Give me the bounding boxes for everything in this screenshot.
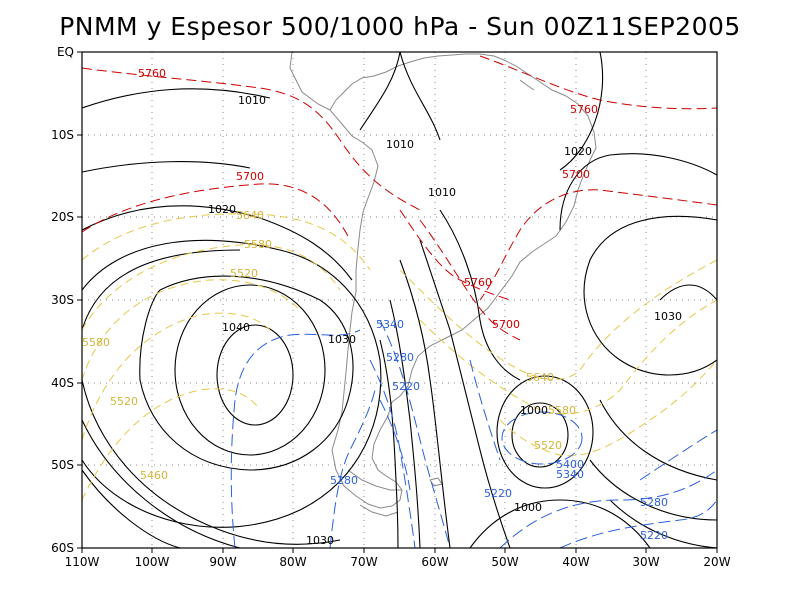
longitude-labels: 110W 100W 90W 80W 70W 60W 50W 40W 30W 20… bbox=[65, 555, 731, 569]
thickness-label: 5700 bbox=[236, 170, 264, 183]
lon-tick-label: 110W bbox=[65, 555, 100, 569]
isobar-label: 1020 bbox=[564, 145, 592, 158]
thickness-label: 5520 bbox=[230, 267, 258, 280]
lon-tick-label: 60W bbox=[421, 555, 448, 569]
thickness-label: 5340 bbox=[556, 468, 584, 481]
thickness-red-labels: 5760 5760 5700 5700 5760 5700 bbox=[138, 67, 598, 331]
thickness-label: 5280 bbox=[330, 474, 358, 487]
isobar-label: 1030 bbox=[306, 534, 334, 547]
thickness-label: 5580 bbox=[244, 238, 272, 251]
latitude-labels: EQ 10S 20S 30S 40S 50S 60S bbox=[51, 45, 74, 555]
lat-tick-label: EQ bbox=[57, 45, 74, 59]
thickness-label: 5640 bbox=[236, 209, 264, 222]
tick-marks bbox=[77, 51, 718, 553]
lon-tick-label: 20W bbox=[703, 555, 730, 569]
thickness-label: 5640 bbox=[526, 371, 554, 384]
thickness-blue-contours bbox=[230, 319, 717, 548]
thickness-label: 5700 bbox=[492, 318, 520, 331]
isobar-label: 1000 bbox=[520, 404, 548, 417]
thickness-blue-labels: 5340 5280 5220 5280 5220 5400 5340 5280 … bbox=[330, 318, 668, 542]
thickness-yellow-contours bbox=[82, 213, 717, 501]
thickness-label: 5340 bbox=[376, 318, 404, 331]
isobar-label: 1040 bbox=[222, 321, 250, 334]
thickness-label: 5580 bbox=[82, 336, 110, 349]
thickness-label: 5760 bbox=[138, 67, 166, 80]
thickness-label: 5280 bbox=[640, 496, 668, 509]
thickness-yellow-labels: 5640 5580 5520 5580 5520 5460 5640 5580 … bbox=[82, 209, 576, 482]
isobar-contours bbox=[82, 52, 717, 548]
lon-tick-label: 30W bbox=[632, 555, 659, 569]
thickness-label: 5520 bbox=[534, 439, 562, 452]
isobar-label: 1020 bbox=[208, 203, 236, 216]
grid-lines bbox=[82, 52, 717, 548]
lon-tick-label: 100W bbox=[135, 555, 170, 569]
isobar-label: 1010 bbox=[428, 186, 456, 199]
thickness-label: 5760 bbox=[464, 276, 492, 289]
map-frame bbox=[81, 51, 718, 549]
lat-tick-label: 50S bbox=[51, 458, 74, 472]
thickness-label: 5700 bbox=[562, 168, 590, 181]
isobar-labels: 1010 1010 1010 1020 1020 1030 1040 1030 … bbox=[208, 94, 682, 547]
thickness-label: 5220 bbox=[392, 380, 420, 393]
thickness-label: 5220 bbox=[640, 529, 668, 542]
isobar-label: 1010 bbox=[386, 138, 414, 151]
isobar-label: 1030 bbox=[654, 310, 682, 323]
lat-tick-label: 10S bbox=[51, 128, 74, 142]
lat-tick-label: 20S bbox=[51, 210, 74, 224]
lat-tick-label: 30S bbox=[51, 293, 74, 307]
lon-tick-label: 50W bbox=[491, 555, 518, 569]
coastline bbox=[289, 52, 597, 517]
lon-tick-label: 70W bbox=[350, 555, 377, 569]
thickness-label: 5760 bbox=[570, 103, 598, 116]
thickness-label: 5280 bbox=[386, 351, 414, 364]
thickness-label: 5400 bbox=[556, 458, 584, 471]
lon-tick-label: 40W bbox=[562, 555, 589, 569]
thickness-red-contours bbox=[82, 55, 717, 341]
lon-tick-label: 80W bbox=[279, 555, 306, 569]
lat-tick-label: 60S bbox=[51, 541, 74, 555]
isobar-label: 1030 bbox=[328, 333, 356, 346]
chart-title: PNMM y Espesor 500/1000 hPa - Sun 00Z11S… bbox=[59, 12, 741, 41]
thickness-label: 5220 bbox=[484, 487, 512, 500]
thickness-label: 5520 bbox=[110, 395, 138, 408]
thickness-label: 5580 bbox=[548, 404, 576, 417]
lon-tick-label: 90W bbox=[209, 555, 236, 569]
lat-tick-label: 40S bbox=[51, 376, 74, 390]
isobar-label: 1000 bbox=[514, 501, 542, 514]
thickness-label: 5460 bbox=[140, 469, 168, 482]
isobar-label: 1010 bbox=[238, 94, 266, 107]
